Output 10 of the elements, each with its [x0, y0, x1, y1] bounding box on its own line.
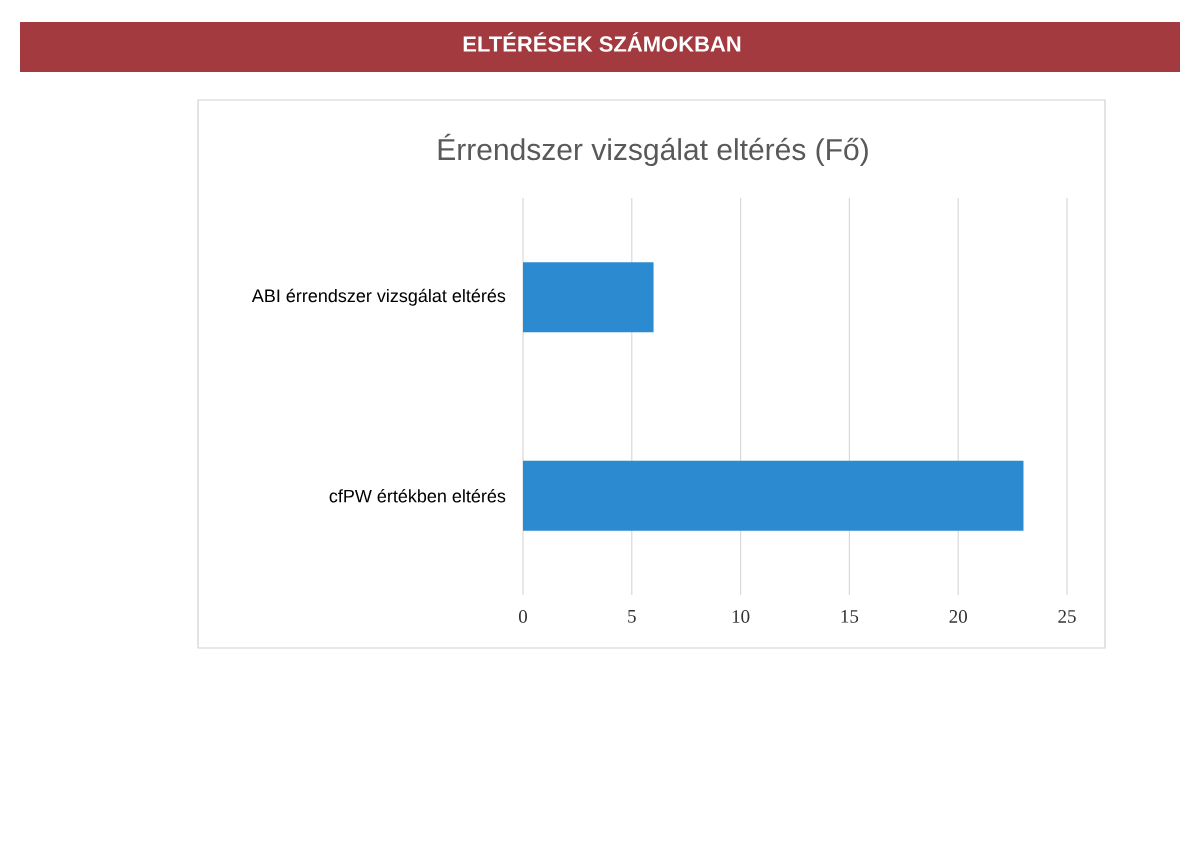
x-tick-label: 10	[732, 610, 750, 623]
y-tick-label: ABI érrendszer vizsgálat eltérés	[251, 288, 506, 306]
x-tick-label: 20	[949, 610, 967, 623]
chart-title: ELTÉRÉSEK SZÁMOKBAN	[463, 32, 741, 52]
x-tick-label: 25	[1058, 610, 1076, 623]
x-tick-label: 0	[518, 610, 528, 623]
x-tick-label: 5	[628, 610, 636, 623]
x-tick-label: 15	[841, 610, 859, 623]
y-tick-label: cfPW értékben eltérés	[329, 489, 506, 503]
chart-subtitle: Érrendszer vizsgálat eltérés (Fő)	[438, 133, 868, 167]
